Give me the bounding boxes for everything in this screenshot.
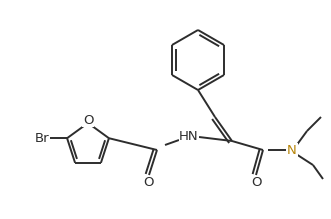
Text: HN: HN (179, 131, 199, 143)
Text: Br: Br (35, 132, 49, 145)
Text: N: N (287, 143, 297, 157)
Text: O: O (251, 177, 261, 189)
Text: O: O (143, 177, 153, 189)
Text: O: O (83, 113, 93, 127)
